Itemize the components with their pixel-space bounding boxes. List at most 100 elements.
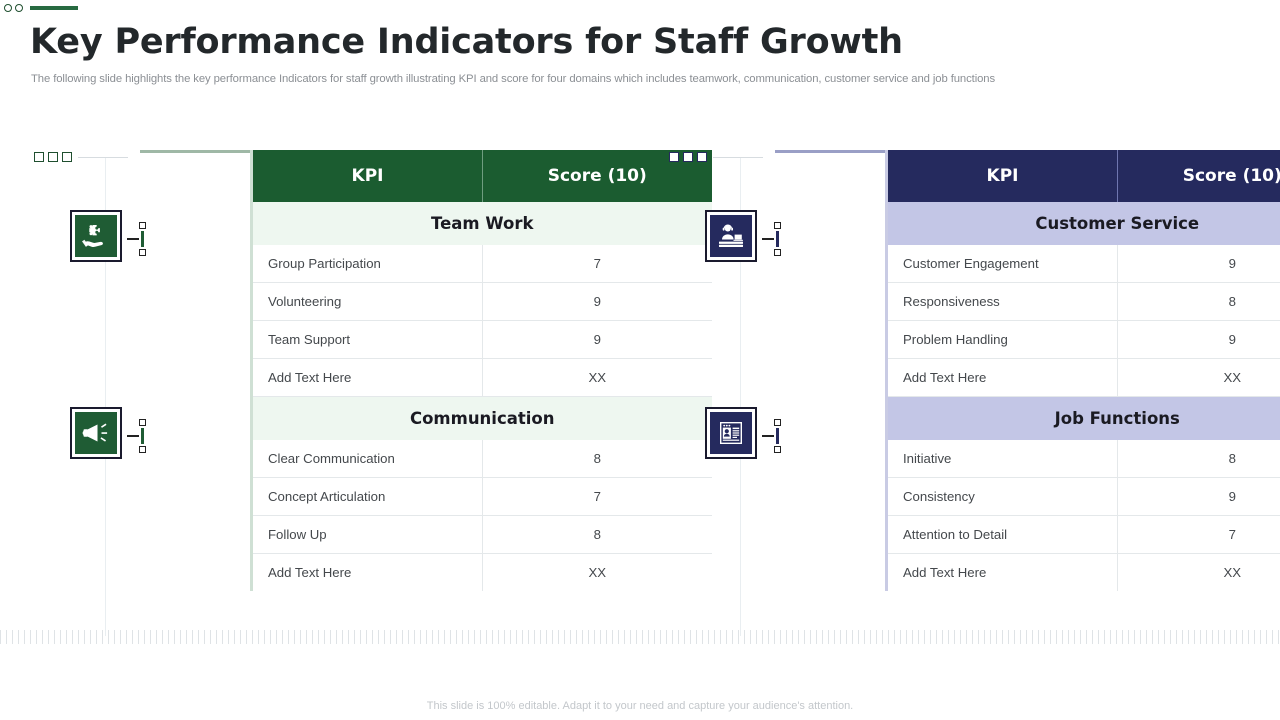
kpi-name: Add Text Here	[886, 358, 1118, 397]
table-row[interactable]: Add Text Here XX	[252, 553, 712, 591]
table-row[interactable]: Add Text Here XX	[887, 553, 1280, 591]
kpi-table-wrapper-left: KPI Score (10) Team Work Group Participa…	[140, 150, 712, 591]
kpi-name: Follow Up	[251, 515, 483, 554]
table-row[interactable]: Add Text Here XX	[886, 358, 1280, 397]
kpi-name: Clear Communication	[251, 440, 483, 478]
kpi-score: XX	[1117, 358, 1280, 397]
table-row[interactable]: Volunteering 9	[251, 282, 712, 321]
decor-square-icon	[48, 152, 58, 162]
kpi-name: Add Text Here	[251, 358, 483, 397]
decor-square-icon	[669, 152, 679, 162]
decor-squares-row	[34, 152, 128, 162]
table-row[interactable]: Follow Up 8	[251, 515, 712, 554]
decor-square-icon	[697, 152, 707, 162]
footer-note: This slide is 100% editable. Adapt it to…	[426, 700, 854, 712]
kpi-name: Concept Articulation	[251, 477, 483, 516]
kpi-name: Add Text Here	[268, 565, 352, 580]
kpi-name: Group Participation	[251, 245, 483, 283]
table-row[interactable]: Add Text Here XX	[251, 358, 712, 397]
section-title: Team Work	[251, 202, 712, 245]
table-header-row: KPI Score (10)	[886, 150, 1280, 202]
decor-square-icon	[62, 152, 72, 162]
kpi-score: 8	[482, 515, 712, 554]
column-header-kpi: KPI	[251, 150, 483, 202]
kpi-name: Add Text Here	[903, 565, 987, 580]
connector-line	[713, 156, 763, 158]
section-title: Job Functions	[886, 396, 1280, 440]
kpi-name: Initiative	[886, 440, 1118, 478]
decor-green-bar	[30, 6, 78, 10]
connector-rod-bar	[141, 231, 144, 247]
kpi-table-right: KPI Score (10) Customer Service Customer…	[885, 150, 1280, 591]
icon-connector-customer-service	[762, 222, 781, 256]
icon-connector-job-functions	[762, 419, 781, 453]
kpi-score: 9	[1117, 320, 1280, 359]
connector-cap-icon	[774, 419, 781, 426]
kpi-score: 9	[482, 320, 712, 359]
column-header-kpi: KPI	[886, 150, 1118, 202]
kpi-score: XX	[482, 553, 712, 591]
table-row[interactable]: Initiative 8	[886, 440, 1280, 478]
icon-tile-team-work[interactable]	[70, 210, 122, 262]
connector-rod-bar	[776, 231, 779, 247]
icon-tile-job-functions[interactable]	[705, 407, 757, 459]
connector-rod-bar	[141, 428, 144, 444]
icon-connector-communication	[127, 419, 146, 453]
kpi-score: 8	[482, 440, 712, 478]
section-title: Customer Service	[886, 202, 1280, 245]
page-title: Key Performance Indicators for Staff Gro…	[30, 22, 903, 62]
connector-cap-icon	[139, 419, 146, 426]
kpi-name: Responsiveness	[886, 282, 1118, 321]
table-row[interactable]: Clear Communication 8	[251, 440, 712, 478]
kpi-name: Consistency	[886, 477, 1118, 516]
connector-cap-icon	[139, 446, 146, 453]
connector-cap-icon	[774, 446, 781, 453]
decor-squares-row	[669, 152, 763, 162]
section-header-row: Team Work	[251, 202, 712, 245]
kpi-score: 9	[482, 282, 712, 321]
table-row[interactable]: Group Participation 7	[251, 245, 712, 283]
connector-rod-bar	[776, 428, 779, 444]
kpi-score: XX	[1117, 553, 1280, 591]
connector-rod	[139, 419, 146, 453]
support-agent-icon	[710, 215, 752, 257]
kpi-score: 9	[1117, 245, 1280, 283]
decor-square-icon	[683, 152, 693, 162]
table-row[interactable]: Concept Articulation 7	[251, 477, 712, 516]
hand-puzzle-icon	[75, 215, 117, 257]
section-header-row: Job Functions	[886, 396, 1280, 440]
kpi-score: XX	[482, 358, 712, 397]
connector-line	[78, 156, 128, 158]
section-title: Communication	[251, 396, 712, 440]
table-row[interactable]: Consistency 9	[886, 477, 1280, 516]
kpi-score: 8	[1117, 440, 1280, 478]
table-row[interactable]: Customer Engagement 9	[886, 245, 1280, 283]
section-header-row: Customer Service	[886, 202, 1280, 245]
decor-circle-icon	[4, 4, 12, 12]
vertical-guide-line	[105, 158, 106, 636]
megaphone-icon	[75, 412, 117, 454]
connector-cap-icon	[774, 249, 781, 256]
table-row[interactable]: Attention to Detail 7	[886, 515, 1280, 554]
vertical-guide-line	[740, 158, 741, 636]
kpi-score: 8	[1117, 282, 1280, 321]
kpi-name: Team Support	[251, 320, 483, 359]
connector-line	[127, 238, 139, 240]
kpi-score: 7	[1117, 515, 1280, 554]
tick-divider	[0, 630, 1280, 644]
table-row[interactable]: Problem Handling 9	[886, 320, 1280, 359]
kpi-name: Attention to Detail	[886, 515, 1118, 554]
kpi-score: 9	[1117, 477, 1280, 516]
table-row[interactable]: Responsiveness 8	[886, 282, 1280, 321]
icon-tile-customer-service[interactable]	[705, 210, 757, 262]
table-header-row: KPI Score (10)	[251, 150, 712, 202]
connector-line	[762, 238, 774, 240]
icon-tile-communication[interactable]	[70, 407, 122, 459]
top-left-decoration	[4, 4, 78, 12]
kpi-name: Volunteering	[251, 282, 483, 321]
resume-document-icon	[710, 412, 752, 454]
connector-cap-icon	[139, 249, 146, 256]
kpi-table-left: KPI Score (10) Team Work Group Participa…	[250, 150, 712, 591]
table-row[interactable]: Team Support 9	[251, 320, 712, 359]
